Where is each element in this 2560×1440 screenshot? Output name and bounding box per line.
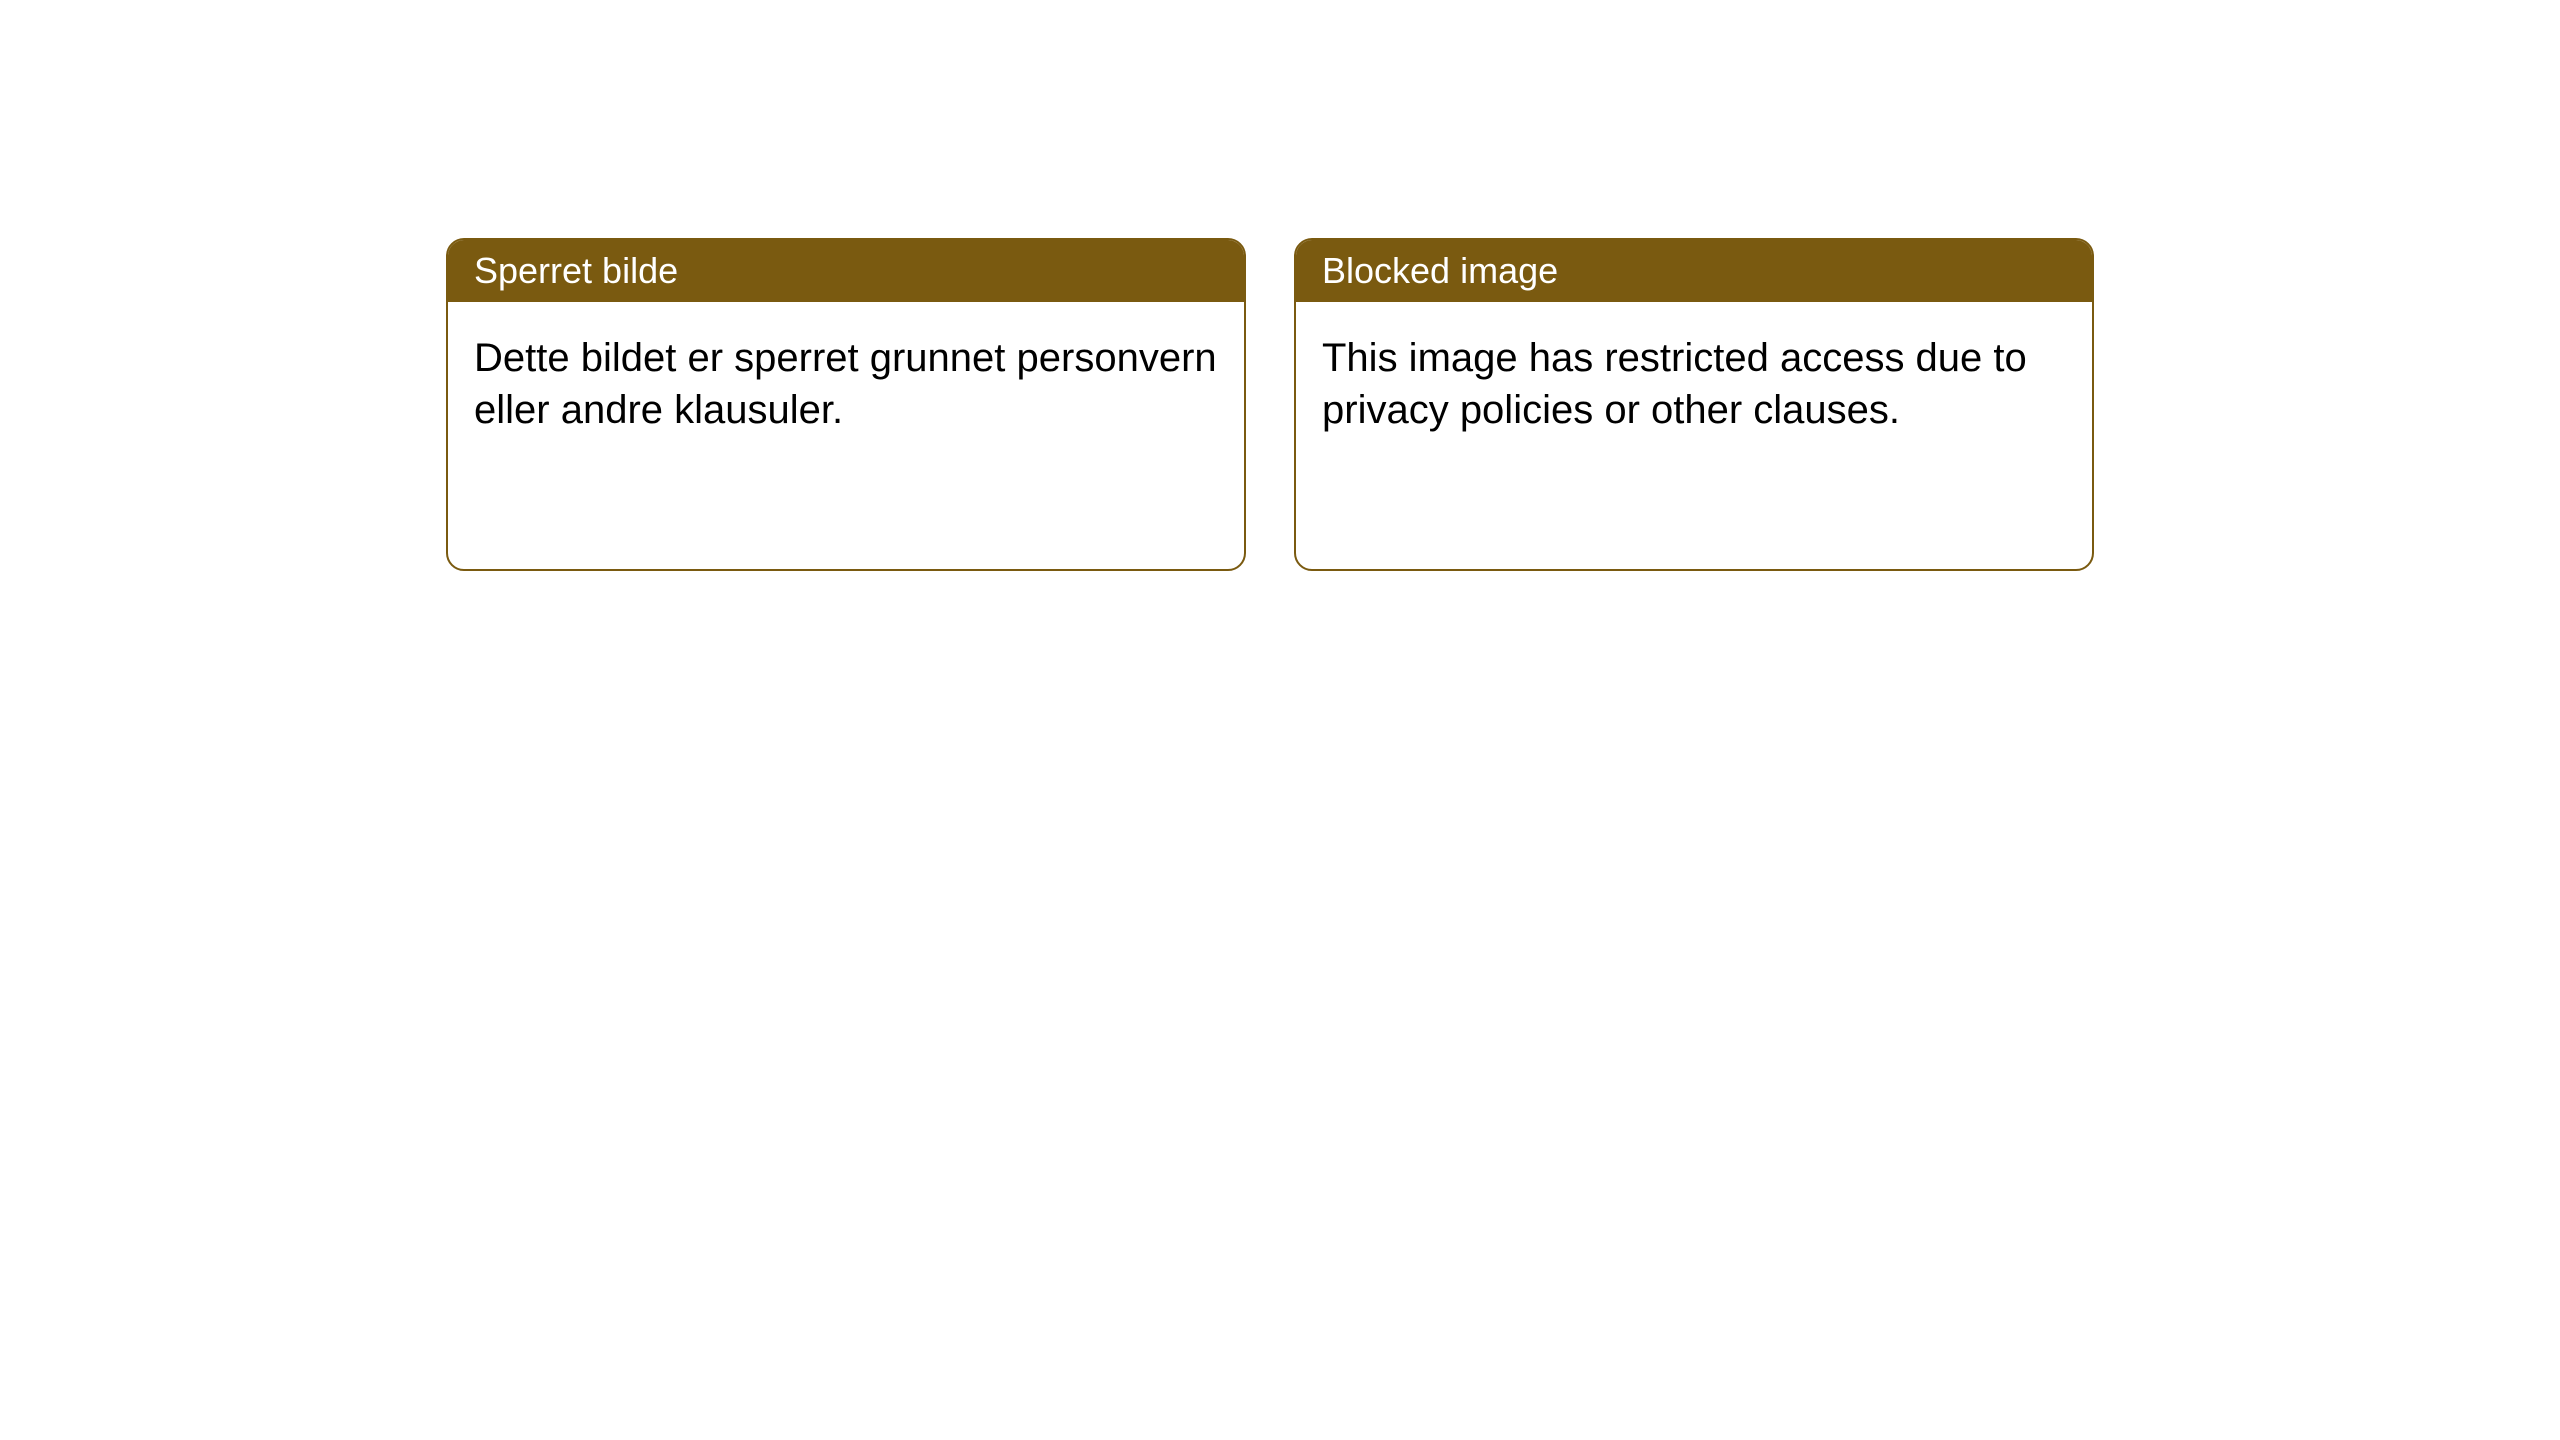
notice-header: Sperret bilde	[448, 240, 1244, 302]
notice-title: Sperret bilde	[474, 250, 678, 291]
notice-container: Sperret bilde Dette bildet er sperret gr…	[0, 0, 2560, 571]
notice-card-norwegian: Sperret bilde Dette bildet er sperret gr…	[446, 238, 1246, 571]
notice-text: Dette bildet er sperret grunnet personve…	[474, 336, 1217, 432]
notice-body: Dette bildet er sperret grunnet personve…	[448, 302, 1244, 466]
notice-text: This image has restricted access due to …	[1322, 336, 2027, 432]
notice-body: This image has restricted access due to …	[1296, 302, 2092, 466]
notice-header: Blocked image	[1296, 240, 2092, 302]
notice-title: Blocked image	[1322, 250, 1558, 291]
notice-card-english: Blocked image This image has restricted …	[1294, 238, 2094, 571]
